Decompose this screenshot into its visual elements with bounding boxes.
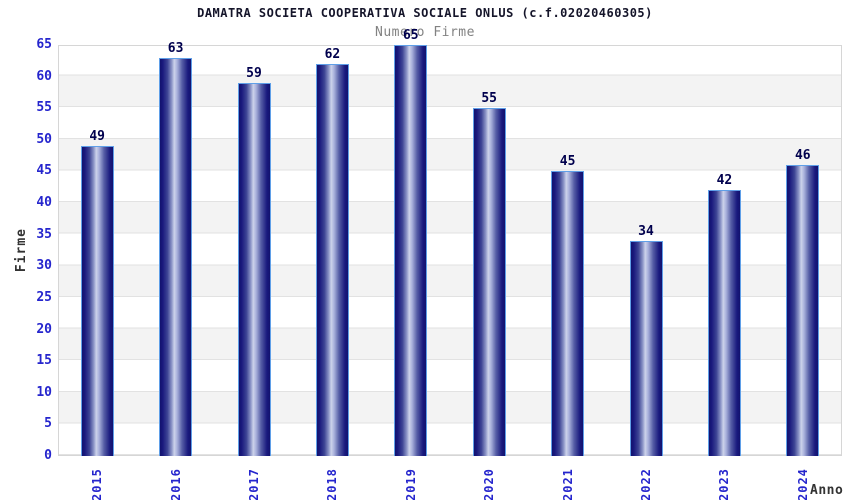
y-tick-label: 45 [36,163,52,179]
bar-value-label: 46 [794,148,811,164]
bar [394,45,428,456]
x-tick-label: 2016 [168,468,183,500]
bar-value-label: 55 [481,91,498,107]
bar [237,82,271,456]
y-tick-label: 55 [36,100,52,116]
bar-value-label: 59 [246,65,262,81]
bar [551,171,585,456]
y-tick-label: 0 [44,448,52,463]
bar [315,63,349,456]
chart-title: DAMATRA SOCIETA COOPERATIVA SOCIALE ONLU… [197,6,653,20]
bar-value-label: 62 [324,46,341,62]
bar [707,190,741,456]
x-tick-label: 2017 [247,468,261,500]
y-tick-label: 65 [36,37,52,52]
y-tick-label: 30 [36,258,52,274]
bar [472,108,506,456]
y-tick-label: 25 [36,289,52,305]
y-tick-label: 10 [36,384,52,400]
y-tick-label: 20 [36,321,52,337]
bar-value-label: 34 [638,224,654,239]
bar-value-label: 63 [167,40,184,56]
bar-value-label: 45 [559,154,576,170]
y-tick-label: 50 [36,131,52,147]
bar [629,241,663,456]
bar [159,57,193,456]
bar-value-label: 49 [89,129,106,145]
y-tick-label: 60 [36,68,52,84]
x-tick-label: 2021 [560,468,575,500]
x-axis-title: Anno [810,483,844,498]
x-tick-label: 2022 [639,468,653,500]
y-tick-label: 5 [44,416,52,432]
chart-subtitle: Numero Firme [375,25,475,40]
x-tick-label: 2015 [90,468,105,500]
bar [80,146,114,456]
y-tick-label: 35 [36,226,52,242]
x-tick-label: 2023 [717,468,732,500]
x-tick-label: 2024 [795,468,810,500]
x-tick-label: 2019 [403,468,418,500]
x-tick-label: 2020 [482,468,497,500]
y-tick-label: 40 [36,195,52,211]
bar-value-label: 42 [716,173,733,189]
bar [786,165,820,456]
bar-value-label: 65 [402,28,419,43]
y-tick-label: 15 [36,353,52,369]
x-tick-label: 2018 [325,468,340,500]
